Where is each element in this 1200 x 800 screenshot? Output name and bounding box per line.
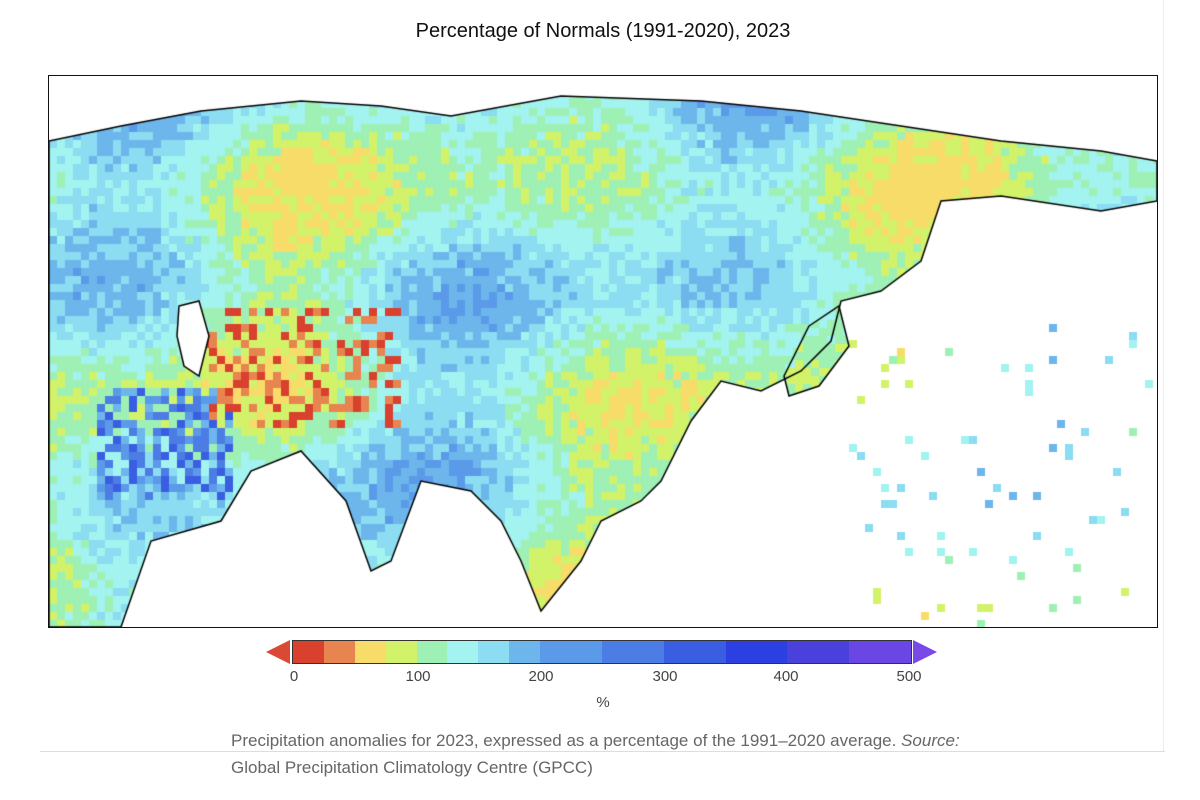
colorbar-over-arrow (913, 640, 937, 664)
colorbar-under-arrow (266, 640, 290, 664)
colorbar-bin (323, 641, 355, 663)
colorbar-bin (447, 641, 479, 663)
colorbar-bin (416, 641, 448, 663)
divider (1163, 0, 1164, 751)
caption-text: Precipitation anomalies for 2023, expres… (231, 731, 902, 750)
colorbar-bin (354, 641, 386, 663)
colorbar-bin (293, 641, 324, 663)
colorbar-bin (385, 641, 417, 663)
colorbar-bin (787, 641, 850, 663)
colorbar-bin (540, 641, 602, 663)
colorbar-bin (509, 641, 541, 663)
figure-caption: Precipitation anomalies for 2023, expres… (231, 727, 971, 781)
colorbar-bin (601, 641, 664, 663)
caption-source: Global Precipitation Climatology Centre … (231, 758, 593, 777)
colorbar-tick: 400 (773, 668, 799, 685)
divider (40, 751, 1165, 752)
caption-source-label: Source: (901, 731, 960, 750)
precipitation-grid (49, 76, 1157, 627)
colorbar-bin (663, 641, 726, 663)
colorbar-tick: 500 (896, 668, 922, 685)
colorbar-bin (849, 641, 911, 663)
colorbar-bin (725, 641, 788, 663)
colorbar-bin (478, 641, 510, 663)
map-title: Percentage of Normals (1991-2020), 2023 (415, 20, 791, 42)
colorbar (292, 640, 912, 664)
colorbar-unit: % (596, 694, 610, 711)
colorbar-tick: 300 (652, 668, 678, 685)
colorbar-tick: 100 (405, 668, 431, 685)
colorbar-tick: 200 (528, 668, 554, 685)
precipitation-map (48, 75, 1158, 628)
colorbar-tick: 0 (289, 668, 299, 685)
